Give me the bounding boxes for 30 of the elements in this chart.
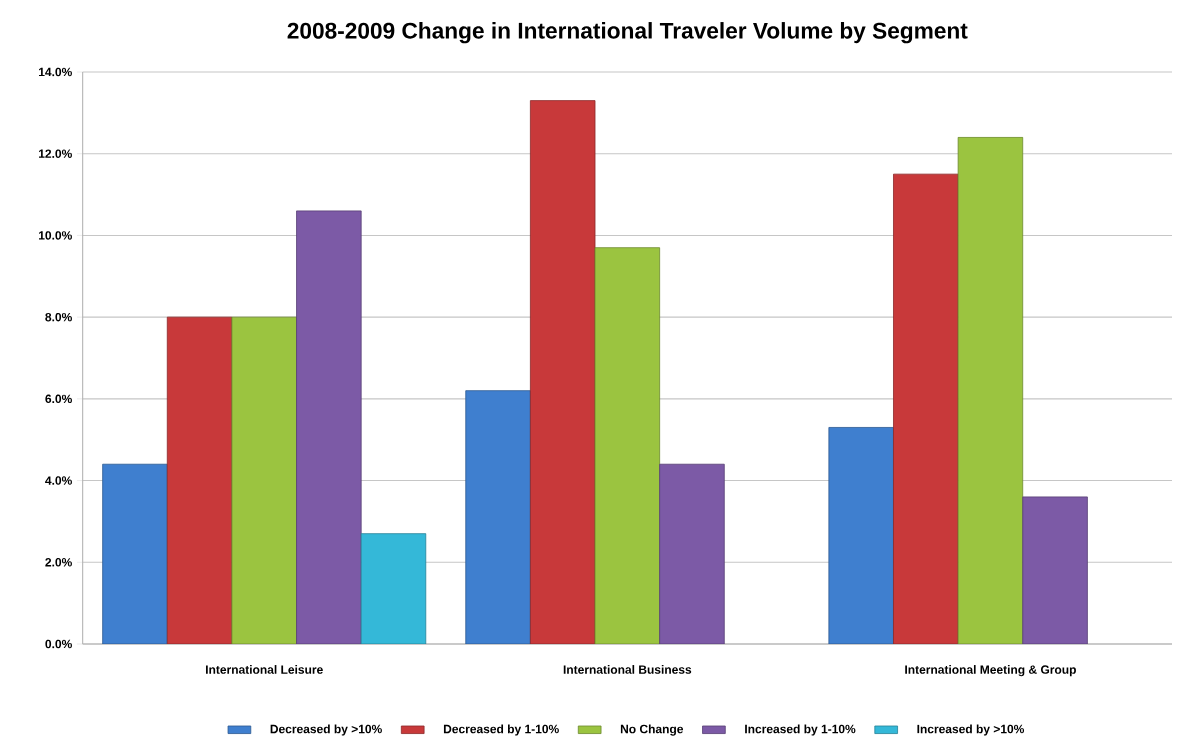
chart-title: 2008-2009 Change in International Traveler Volume by Segment (287, 22, 968, 44)
x-tick-label: International Leisure (206, 665, 323, 674)
y-tick-label: 12.0% (39, 149, 72, 158)
y-tick-label: 10.0% (39, 231, 72, 240)
legend-label: Increased by 1-10% (745, 724, 856, 736)
bar (102, 463, 168, 644)
bar (166, 316, 233, 644)
bar (296, 210, 362, 644)
legend-label: Decreased by >10% (270, 724, 382, 736)
bar (893, 173, 959, 644)
legend-label: Decreased by 1-10% (443, 724, 559, 736)
bar (231, 316, 297, 644)
bar (360, 533, 427, 644)
legend-label: Increased by >10% (917, 724, 1025, 736)
bar (957, 136, 1024, 644)
y-tick-label: 0.0% (45, 639, 72, 649)
y-tick-label: 2.0% (45, 558, 72, 567)
y-tick-label: 4.0% (45, 476, 72, 485)
x-tick-label: International Business (563, 665, 692, 674)
bar (465, 390, 531, 644)
bar (594, 247, 661, 644)
y-tick-label: 8.0% (45, 312, 72, 322)
legend-label: No Change (620, 724, 684, 736)
bar (529, 100, 596, 644)
bar (828, 427, 894, 644)
y-tick-label: 14.0% (39, 67, 72, 77)
bar (659, 463, 725, 644)
y-tick-label: 6.0% (45, 394, 72, 404)
bar (1022, 496, 1088, 644)
x-tick-label: International Meeting & Group (905, 665, 1076, 677)
